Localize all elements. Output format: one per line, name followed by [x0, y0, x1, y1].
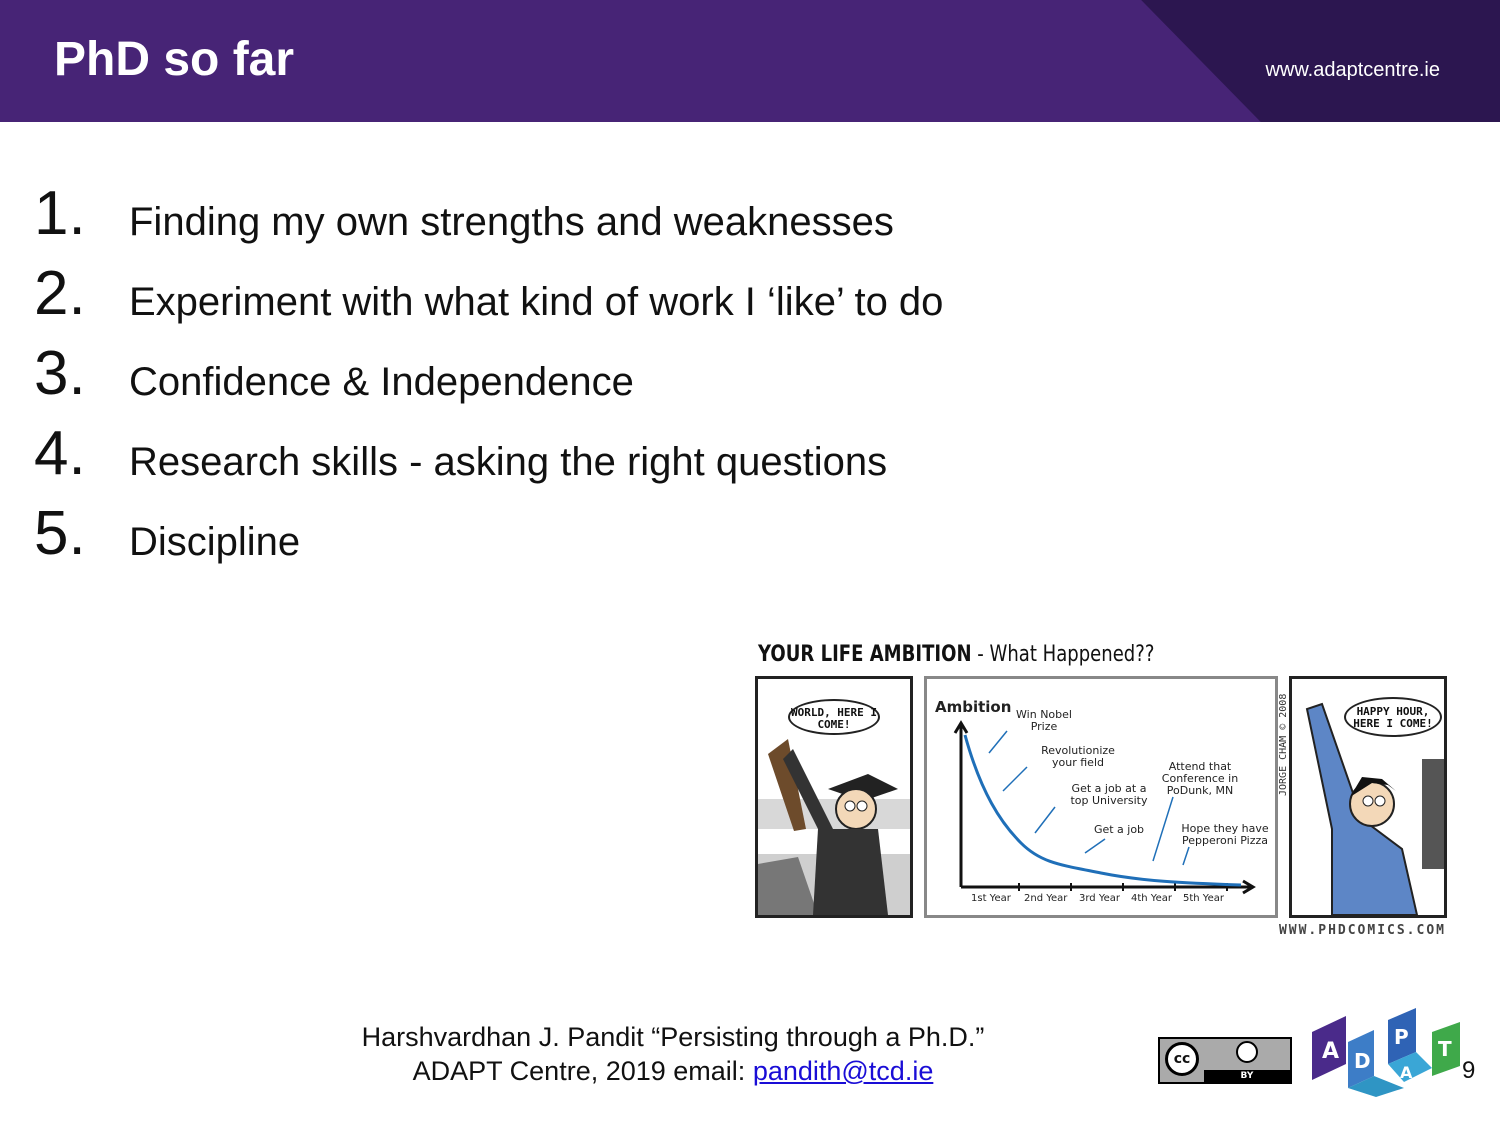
- logo-letter-p: P: [1394, 1025, 1409, 1049]
- comic-title: YOUR LIFE AMBITION - What Happened??: [758, 642, 1154, 667]
- footer-line-2: ADAPT Centre, 2019 email: pandith@tcd.ie: [300, 1054, 1046, 1088]
- annotation-nobel: Win Nobel Prize: [1016, 708, 1072, 733]
- adapt-logo: A D P A T: [1308, 1002, 1468, 1097]
- chart-ylabel: Ambition: [935, 698, 1012, 716]
- page-number: 9: [1462, 1057, 1476, 1084]
- comic-panel-happy-hour: HAPPY HOUR, HERE I COME!: [1289, 676, 1447, 918]
- list-number: 1.: [34, 179, 86, 248]
- x-tick-3: 3rd Year: [1079, 893, 1120, 904]
- graduate-illustration: [758, 679, 910, 915]
- annotation-arrow: [1034, 806, 1056, 834]
- speech-bubble-left: WORLD, HERE I COME!: [788, 699, 880, 735]
- footer-line-2-prefix: ADAPT Centre, 2019 email:: [412, 1056, 753, 1086]
- comic-site: WWW.PHDCOMICS.COM: [1278, 923, 1446, 938]
- x-tick-1: 1st Year: [971, 893, 1011, 904]
- list-text: Finding my own strengths and weaknesses: [129, 200, 894, 244]
- comic-panel-graduate: WORLD, HERE I COME!: [755, 676, 913, 918]
- ambition-chart: [953, 720, 1256, 895]
- annotation-arrow: [1084, 838, 1106, 854]
- y-axis-arrow: [953, 720, 969, 734]
- comic-panel-chart: Ambition Win Nobel Prize Revolutionize y…: [924, 676, 1278, 918]
- list-text: Experiment with what kind of work I ‘lik…: [129, 280, 944, 324]
- footer-citation: Harshvardhan J. Pandit “Persisting throu…: [300, 1020, 1046, 1088]
- annotation-arrow: [1182, 846, 1190, 866]
- annotation-arrow: [988, 730, 1008, 754]
- cc-by-badge[interactable]: cc BY: [1158, 1037, 1292, 1084]
- header-bar: PhD so far www.adaptcentre.ie: [0, 0, 1500, 122]
- ambition-curve: [963, 734, 1242, 887]
- list-text: Discipline: [129, 520, 301, 564]
- annotation-job: Get a job: [1093, 823, 1145, 836]
- logo-letter-d: D: [1354, 1049, 1371, 1073]
- list-number: 4.: [34, 419, 86, 488]
- list-number: 2.: [34, 259, 86, 328]
- email-link[interactable]: pandith@tcd.ie: [752, 1056, 934, 1086]
- list-number: 3.: [34, 339, 86, 408]
- by-label: BY: [1204, 1070, 1290, 1082]
- list-text: Confidence & Independence: [129, 360, 634, 404]
- x-tick-4: 4th Year: [1131, 893, 1172, 904]
- list-text: Research skills - asking the right quest…: [129, 440, 888, 484]
- logo-letter-a2: A: [1400, 1063, 1413, 1082]
- footer-line-1: Harshvardhan J. Pandit “Persisting throu…: [361, 1022, 985, 1052]
- logo-letter-t: T: [1438, 1037, 1452, 1061]
- comic-title-bold: YOUR LIFE AMBITION: [758, 642, 972, 667]
- annotation-arrow: [1002, 766, 1028, 792]
- annotation-arrow: [1152, 796, 1174, 862]
- slide-title: PhD so far: [54, 33, 295, 86]
- x-axis-arrow: [1242, 879, 1256, 895]
- x-tick-2: 2nd Year: [1024, 893, 1068, 904]
- adapt-logo-graphic: A D P A T: [1312, 1008, 1460, 1097]
- logo-letter-a1: A: [1322, 1039, 1339, 1064]
- cc-icon: cc: [1165, 1042, 1199, 1076]
- x-tick-5: 5th Year: [1183, 893, 1224, 904]
- annotation-pizza: Hope they have Pepperoni Pizza: [1181, 822, 1269, 847]
- annotation-revolutionize: Revolutionize your field: [1041, 744, 1115, 769]
- annotation-top-job: Get a job at a top University: [1070, 782, 1148, 807]
- comic-credit: JORGE CHAM © 2008: [1278, 693, 1289, 796]
- phd-comic: YOUR LIFE AMBITION - What Happened?? WOR…: [754, 636, 1454, 942]
- speech-bubble-right: HAPPY HOUR, HERE I COME!: [1344, 697, 1442, 737]
- comic-title-rest: - What Happened??: [971, 642, 1155, 667]
- annotation-conference: Attend that Conference in PoDunk, MN: [1161, 760, 1239, 797]
- list-number: 5.: [34, 499, 86, 568]
- attribution-icon: [1236, 1041, 1258, 1063]
- header-url: www.adaptcentre.ie: [1265, 59, 1440, 81]
